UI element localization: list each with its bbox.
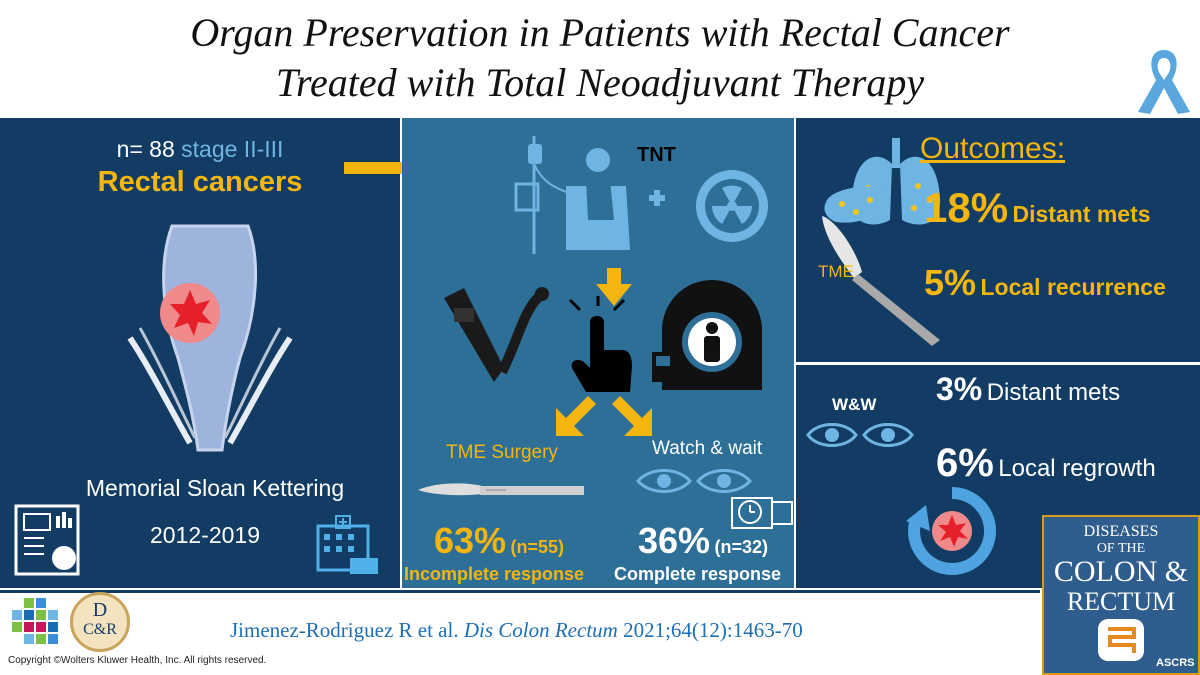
citation-reference: 2021;64(12):1463-70 [623, 618, 803, 642]
cohort-size: n= 88 [116, 136, 175, 162]
ww-count: (n=32) [714, 537, 769, 557]
title-line-1: Organ Preservation in Patients with Rect… [190, 10, 1010, 55]
wristwatch-icon [731, 497, 793, 529]
watch-wait-label: Watch & wait [652, 438, 763, 459]
tme-count: (n=55) [510, 537, 565, 557]
panel-cohort: n= 88 stage II-III Rectal cancers Memori… [0, 118, 400, 588]
journal-cover: DISEASES OF THE COLON & RECTUM ASCRS [1042, 515, 1200, 675]
regrowth-cycle-icon [906, 487, 997, 575]
complete-response-label: Complete response [614, 564, 782, 584]
citation-authors: Jimenez-Rodriguez R et al. [230, 618, 459, 642]
footer-divider [0, 590, 1040, 593]
mri-scanner-icon [652, 280, 762, 390]
panel-outcomes-tme: TME Outcomes: 18% Distant mets 5% Local … [796, 118, 1200, 362]
ww-percentage: 36% [638, 520, 711, 561]
arrow-down-right-icon [612, 396, 652, 436]
hospital-building-icon [316, 515, 378, 574]
citation: Jimenez-Rodriguez R et al. Dis Colon Rec… [230, 618, 803, 643]
eyes-icon [636, 469, 752, 493]
rectum-illustration-icon [127, 224, 293, 452]
ww-outcomes-label: W&W [832, 395, 877, 414]
report-document-icon [14, 504, 80, 576]
ww-distant-mets-label: Distant mets [986, 379, 1121, 406]
tme-outcomes-label: TME [818, 262, 854, 281]
ww-local-regrowth-pct: 6% [936, 441, 994, 485]
scalpel-icon [418, 483, 584, 496]
colon-logo-icon [1098, 619, 1144, 661]
arrow-down-left-icon [556, 396, 596, 436]
citation-journal: Dis Colon Rectum [463, 618, 618, 642]
publisher-logo-icon [12, 598, 58, 644]
surgical-scalpel-icon [822, 216, 940, 346]
institution-name: Memorial Sloan Kettering [85, 475, 345, 501]
plus-icon [649, 190, 665, 206]
chemotherapy-chair-icon [514, 136, 630, 254]
ww-distant-mets-pct: 3% [936, 371, 983, 407]
society-label: ASCRS [1156, 657, 1195, 669]
panel-outcomes-ww: W&W 3% Distant mets 6% Local regrowth [796, 365, 1200, 588]
arrow-down-icon [596, 268, 632, 306]
tme-percentage: 63% [434, 520, 507, 561]
tnt-label: TNT [637, 144, 676, 166]
pointing-hand-icon [568, 296, 632, 392]
title-line-2: Treated with Total Neoadjuvant Therapy [275, 60, 925, 105]
tme-distant-mets-label: Distant mets [1012, 201, 1151, 227]
incomplete-response-label: Incomplete response [404, 564, 585, 584]
cohort-disease: Rectal cancers [97, 166, 303, 198]
page-title: Organ Preservation in Patients with Rect… [0, 8, 1200, 108]
liver-icon [824, 186, 889, 223]
panel-treatment: TNT [402, 118, 794, 588]
ww-local-regrowth-label: Local regrowth [998, 455, 1156, 482]
radiation-icon [696, 170, 768, 242]
cohort-stage: stage II-III [181, 136, 284, 162]
tme-distant-mets-pct: 18% [924, 184, 1009, 231]
study-years: 2012-2019 [150, 522, 260, 548]
tme-local-recurrence-pct: 5% [924, 262, 977, 303]
tme-surgery-label: TME Surgery [446, 442, 558, 463]
watching-eyes-icon [806, 423, 914, 447]
outcomes-heading: Outcomes: [920, 132, 1066, 165]
awareness-ribbon-icon [1138, 50, 1190, 114]
journal-seal-logo: D C&R [70, 592, 130, 652]
copyright-notice: Copyright ©Wolters Kluwer Health, Inc. A… [8, 655, 267, 666]
endoscope-icon [444, 287, 549, 382]
tme-local-recurrence-label: Local recurrence [980, 274, 1166, 300]
